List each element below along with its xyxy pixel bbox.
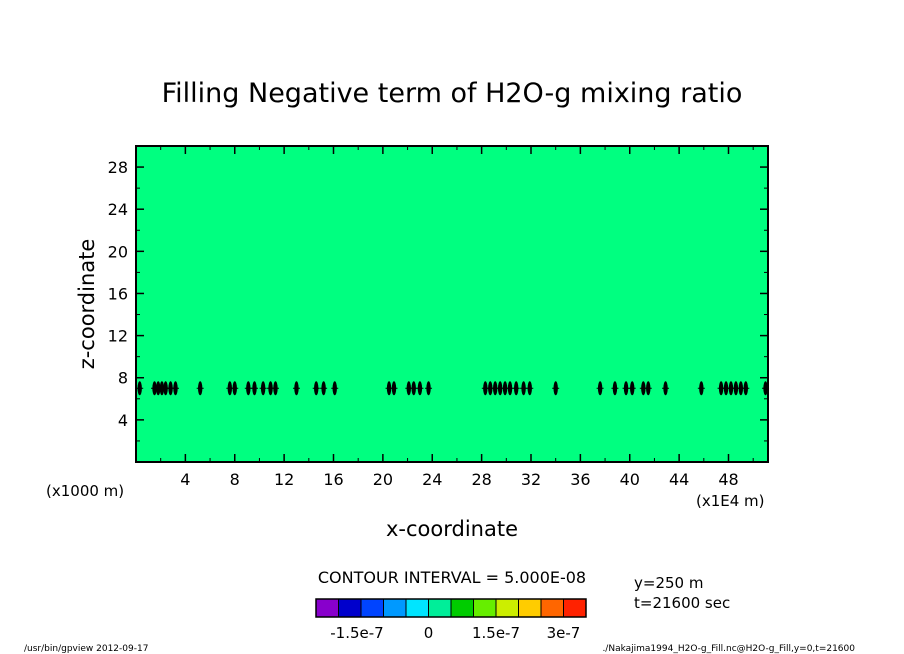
x-tick-label: 8 <box>230 470 240 489</box>
x-axis-ticks: 4 8 12 16 20 24 28 32 36 40 44 48 <box>160 146 754 489</box>
chart-title: Filling Negative term of H2O-g mixing ra… <box>162 78 743 109</box>
x-tick-label: 4 <box>180 470 190 489</box>
y-tick-label: 24 <box>108 200 128 219</box>
x-tick-label: 32 <box>521 470 541 489</box>
plot-background <box>136 146 768 462</box>
footer-left: /usr/bin/gpview 2012-09-17 <box>24 644 148 654</box>
colorbar <box>315 598 587 618</box>
colorbar-tick-label: -1.5e-7 <box>330 624 383 642</box>
y-tick-label: 12 <box>108 327 128 346</box>
x-tick-label: 40 <box>620 470 640 489</box>
x-tick-label: 28 <box>471 470 491 489</box>
colorbar-swatch <box>563 598 587 618</box>
colorbar-tick-label: 3e-7 <box>547 624 581 642</box>
colorbar-swatch <box>428 598 452 618</box>
y-axis-label: z-coordinate <box>75 239 99 370</box>
colorbar-swatch <box>360 598 384 618</box>
y-tick-label: 16 <box>108 284 128 303</box>
colorbar-tick-labels: -1.5e-7 0 1.5e-7 3e-7 <box>330 624 580 642</box>
y-value-text: y=250 m <box>634 574 703 592</box>
colorbar-swatch <box>338 598 362 618</box>
y-tick-label: 28 <box>108 158 128 177</box>
x-tick-label: 36 <box>570 470 590 489</box>
colorbar-swatch <box>315 598 339 618</box>
x-tick-label: 44 <box>669 470 689 489</box>
plot-frame <box>135 145 769 463</box>
x-axis-label: x-coordinate <box>386 517 518 541</box>
footer-right: ./Nakajima1994_H2O-g_Fill.nc@H2O-g_Fill,… <box>602 644 855 654</box>
x-tick-label: 12 <box>274 470 294 489</box>
colorbar-swatch <box>518 598 542 618</box>
x-tick-label: 20 <box>373 470 393 489</box>
t-value-text: t=21600 sec <box>634 594 730 612</box>
y-tick-label: 20 <box>108 242 128 261</box>
colorbar-swatch <box>540 598 564 618</box>
colorbar-swatch <box>473 598 497 618</box>
colorbar-swatch <box>383 598 407 618</box>
colorbar-swatch <box>405 598 429 618</box>
colorbar-frame <box>315 598 587 618</box>
feature-markers <box>136 381 770 396</box>
y-tick-label: 8 <box>118 369 128 388</box>
colorbar-tick-label: 1.5e-7 <box>472 624 520 642</box>
colorbar-swatch <box>450 598 474 618</box>
x-tick-label: 24 <box>422 470 442 489</box>
y-unit-label: (x1000 m) <box>46 482 124 500</box>
contour-interval-label: CONTOUR INTERVAL = 5.000E-08 <box>318 568 586 587</box>
x-tick-label: 16 <box>323 470 343 489</box>
x-unit-label: (x1E4 m) <box>696 492 765 510</box>
y-axis-ticks: 4 8 12 16 20 24 28 <box>108 158 768 442</box>
colorbar-swatch <box>495 598 519 618</box>
x-tick-label: 48 <box>718 470 738 489</box>
y-tick-label: 4 <box>118 411 128 430</box>
colorbar-tick-label: 0 <box>424 624 434 642</box>
